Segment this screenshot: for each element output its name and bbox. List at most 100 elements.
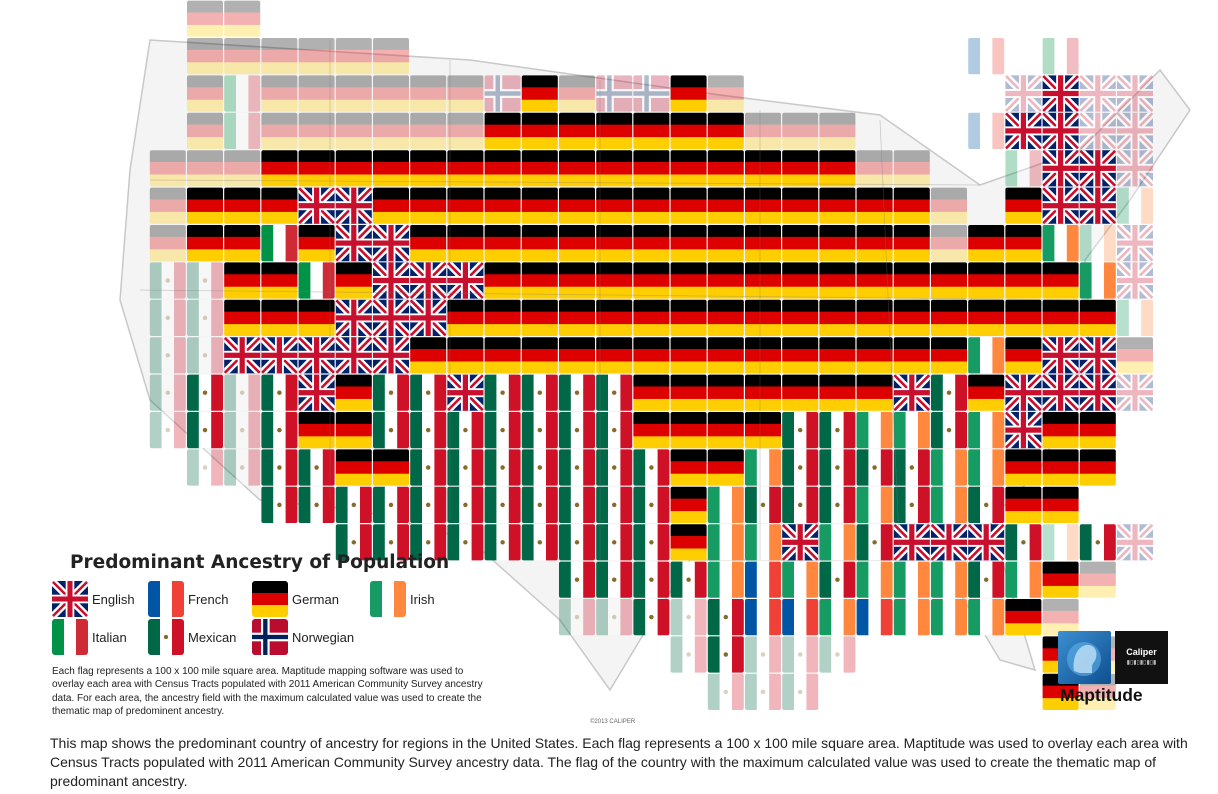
map-cell-mexican bbox=[596, 561, 633, 598]
map-cell-german bbox=[1042, 411, 1079, 449]
map-cell-irish bbox=[931, 449, 968, 486]
map-cell-german bbox=[782, 337, 819, 374]
map-cell-german bbox=[521, 112, 558, 149]
map-cell-italian bbox=[224, 112, 261, 149]
map-cell-german bbox=[224, 262, 261, 299]
map-cell-mexican bbox=[410, 524, 447, 561]
map-cell-german bbox=[1079, 449, 1116, 486]
map-cell-german bbox=[931, 337, 968, 374]
map-cell-mexican bbox=[186, 337, 223, 374]
flag-grid-map bbox=[119, 0, 1191, 711]
map-cell-mexican bbox=[186, 299, 223, 337]
map-cell-english bbox=[1117, 112, 1154, 149]
map-cell-german bbox=[521, 150, 558, 187]
map-cell-german bbox=[745, 224, 782, 262]
map-cell-german bbox=[745, 337, 782, 374]
map-cell-german bbox=[1005, 486, 1042, 524]
map-cell-irish bbox=[893, 599, 930, 636]
map-cell-german bbox=[410, 224, 447, 262]
map-cell-mexican bbox=[782, 673, 819, 711]
map-cell-english bbox=[1117, 262, 1154, 299]
map-cell-mexican bbox=[1079, 524, 1116, 561]
map-cell-english bbox=[1042, 187, 1079, 224]
map-cell-english bbox=[372, 224, 409, 262]
map-cell-german bbox=[521, 75, 558, 112]
map-cell-irish bbox=[1079, 224, 1116, 262]
map-cell-irish bbox=[1117, 187, 1154, 224]
map-cell-german bbox=[1042, 599, 1079, 636]
map-cell-german bbox=[1042, 449, 1079, 486]
map-cell-german bbox=[707, 374, 744, 411]
map-cell-german bbox=[707, 224, 744, 262]
map-cell-english bbox=[1117, 150, 1154, 187]
map-cell-german bbox=[372, 187, 409, 224]
map-cell-mexican bbox=[596, 524, 633, 561]
map-cell-german bbox=[410, 75, 447, 112]
map-cell-german bbox=[596, 187, 633, 224]
map-cell-english bbox=[893, 374, 930, 411]
map-cell-german bbox=[782, 112, 819, 149]
map-cell-german bbox=[596, 224, 633, 262]
map-cell-german bbox=[261, 75, 298, 112]
map-cell-mexican bbox=[298, 449, 335, 486]
map-cell-mexican bbox=[707, 599, 744, 636]
map-cell-german bbox=[633, 224, 670, 262]
map-cell-german bbox=[596, 150, 633, 187]
maptitude-wordmark: Maptitude bbox=[1060, 685, 1143, 705]
map-cell-german bbox=[596, 112, 633, 149]
map-cell-german bbox=[335, 38, 372, 75]
map-cell-english bbox=[298, 374, 335, 411]
map-cell-mexican bbox=[521, 486, 558, 524]
map-cell-irish bbox=[1117, 299, 1154, 337]
map-cell-german bbox=[1079, 299, 1116, 337]
legend-label-norwegian: Norwegian bbox=[292, 629, 355, 645]
map-cell-irish bbox=[856, 561, 893, 598]
map-cell-mexican bbox=[670, 599, 707, 636]
map-cell-german bbox=[670, 337, 707, 374]
map-cell-mexican bbox=[224, 374, 261, 411]
map-cell-english bbox=[298, 187, 335, 224]
legend-item-mexican: Mexican bbox=[148, 619, 236, 655]
map-cell-german bbox=[596, 299, 633, 337]
map-cell-mexican bbox=[372, 411, 409, 449]
map-cell-mexican bbox=[559, 449, 596, 486]
map-cell-german bbox=[149, 224, 186, 262]
map-cell-english bbox=[335, 299, 372, 337]
map-cell-german bbox=[745, 411, 782, 449]
map-cell-german bbox=[856, 224, 893, 262]
map-cell-german bbox=[224, 224, 261, 262]
map-cell-german bbox=[633, 112, 670, 149]
map-cell-french bbox=[968, 38, 1005, 75]
map-cell-german bbox=[186, 0, 223, 37]
map-cell-mexican bbox=[186, 374, 223, 411]
map-cell-german bbox=[186, 150, 223, 187]
map-cell-german bbox=[893, 187, 930, 224]
map-cell-mexican bbox=[596, 411, 633, 449]
map-cell-english bbox=[1079, 112, 1116, 149]
legend-label-irish: Irish bbox=[410, 591, 435, 607]
map-cell-irish bbox=[968, 599, 1005, 636]
map-cell-mexican bbox=[484, 374, 521, 411]
legend-title: Predominant Ancestry of Population bbox=[70, 552, 450, 573]
map-cell-german bbox=[968, 299, 1005, 337]
map-cell-german bbox=[261, 299, 298, 337]
map-cell-english bbox=[447, 262, 484, 299]
map-cell-mexican bbox=[261, 486, 298, 524]
map-cell-german bbox=[298, 150, 335, 187]
map-cell-german bbox=[670, 299, 707, 337]
map-cell-german bbox=[1005, 337, 1042, 374]
map-cell-german bbox=[372, 38, 409, 75]
map-cell-german bbox=[633, 374, 670, 411]
map-cell-mexican bbox=[782, 486, 819, 524]
map-cell-german bbox=[224, 150, 261, 187]
map-cell-german bbox=[819, 337, 856, 374]
legend-item-french: French bbox=[148, 581, 228, 617]
english-flag-icon bbox=[52, 581, 88, 617]
map-cell-german bbox=[186, 187, 223, 224]
legend-item-norwegian: Norwegian bbox=[252, 619, 354, 655]
map-cell-mexican bbox=[335, 524, 372, 561]
map-cell-german bbox=[782, 262, 819, 299]
irish-flag-icon bbox=[370, 581, 406, 617]
map-cell-mexican bbox=[149, 411, 186, 449]
map-cell-mexican bbox=[149, 262, 186, 299]
